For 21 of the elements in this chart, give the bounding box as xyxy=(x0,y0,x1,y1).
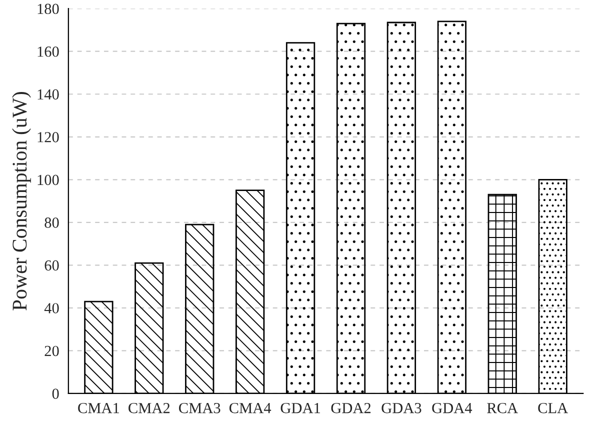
y-tick-label: 40 xyxy=(44,303,59,314)
x-tick-label: RCA xyxy=(487,402,518,414)
y-tick-label: 80 xyxy=(44,218,59,228)
y-tick-label: 60 xyxy=(44,260,59,271)
y-tick-label: 100 xyxy=(38,174,59,186)
x-tick-label: CMA4 xyxy=(229,402,272,414)
x-tick-label: CLA xyxy=(538,402,568,414)
x-tick-label: CMA3 xyxy=(179,402,220,414)
y-tick-label: 20 xyxy=(44,346,59,356)
x-tick-label: GDA1 xyxy=(280,402,320,414)
y-tick-label: 160 xyxy=(38,46,59,57)
y-tick-label: 120 xyxy=(38,132,59,142)
x-tick-label: GDA2 xyxy=(331,402,371,414)
x-tick-label: GDA3 xyxy=(382,402,422,414)
x-tick-label: CMA1 xyxy=(78,402,120,414)
y-tick-label: 0 xyxy=(52,388,59,399)
y-tick-label: 140 xyxy=(38,89,59,100)
x-tick-label: GDA4 xyxy=(432,402,472,414)
y-axis-title: Power Consumption (uW) xyxy=(12,92,31,310)
y-tick-label: 180 xyxy=(38,4,59,14)
x-tick-label: CMA2 xyxy=(128,402,170,414)
